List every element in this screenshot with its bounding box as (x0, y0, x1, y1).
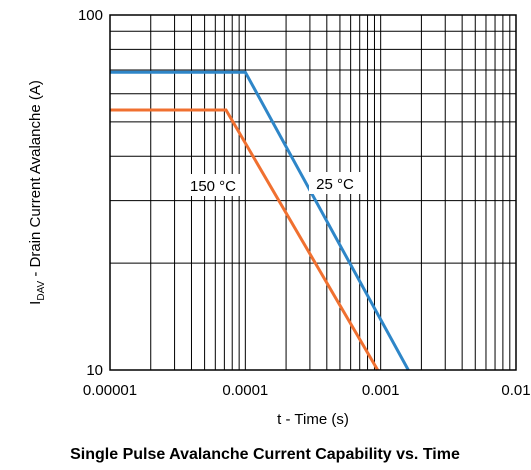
chart-title: Single Pulse Avalanche Current Capabilit… (70, 446, 460, 463)
x-tick-label: 0.0001 (222, 382, 268, 399)
y-tick-labels: 10 100 (78, 7, 103, 379)
series-label-150c-box (182, 174, 244, 196)
plot-frame (109, 14, 517, 371)
y-axis-label-rest: - Drain Current Avalanche (A) (27, 80, 44, 281)
x-axis-label: t - Time (s) (277, 411, 349, 428)
series-label-25c: 25 °C (316, 176, 354, 193)
y-axis-label-main: I (27, 301, 44, 305)
x-tick-label: 0.01 (501, 382, 530, 399)
y-axis-label-sub: DAV (36, 280, 47, 300)
x-tick-label: 0.001 (362, 382, 400, 399)
x-tick-labels: 0.00001 0.0001 0.001 0.01 (83, 382, 531, 399)
x-tick-label: 0.00001 (83, 382, 137, 399)
series-layer (110, 70, 410, 371)
series-line-25c (110, 70, 410, 371)
y-axis-label: IDAV - Drain Current Avalanche (A) (27, 80, 47, 305)
y-tick-label: 100 (78, 7, 103, 24)
series-line-150c (110, 108, 379, 371)
series-label-150c: 150 °C (190, 178, 236, 195)
y-tick-label: 10 (86, 362, 103, 379)
series-label-25c-box (309, 172, 361, 194)
